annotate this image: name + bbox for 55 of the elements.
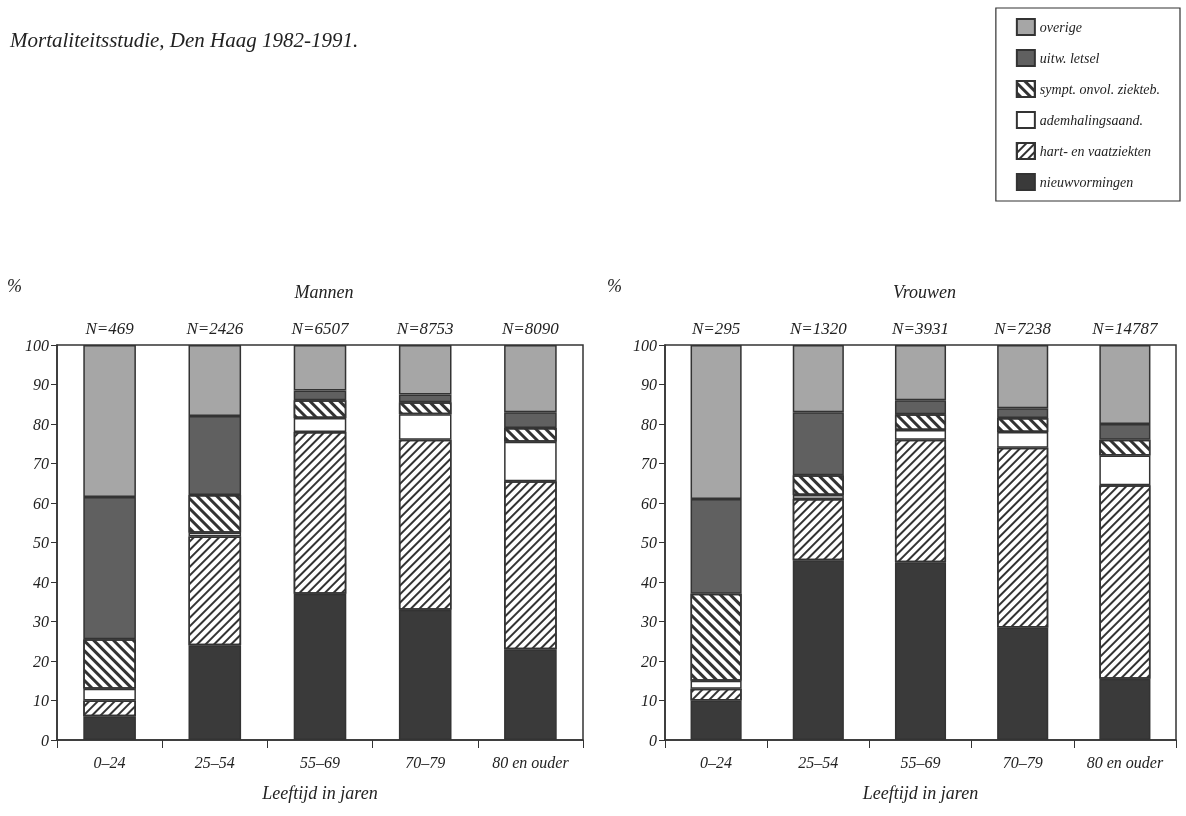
text: Mortaliteitsstudie, Den Haag 1982-1991.	[10, 28, 359, 53]
annotation: N=2426	[185, 319, 244, 338]
annotation: N=469	[84, 319, 135, 338]
x-tick-label: 70–79	[1002, 753, 1043, 771]
legend-label: ademhalingsaand.	[1039, 112, 1143, 128]
annotation: N=14787	[1091, 319, 1160, 338]
y-tick-label: 90	[33, 376, 49, 393]
x-tick-label: 25–54	[194, 753, 235, 771]
y-tick-label: 70	[33, 455, 49, 472]
annotation: N=3931	[891, 319, 949, 338]
y-tick-label: 60	[33, 494, 49, 512]
y-tick-label: 50	[641, 534, 657, 551]
y-tick-label: 30	[32, 613, 49, 630]
y-tick-label: 40	[641, 573, 657, 591]
annotation: N=1320	[788, 319, 848, 338]
y-tick-label: 100	[633, 336, 657, 354]
y-tick-label: 70	[641, 455, 657, 472]
y-tick-label: 40	[33, 573, 49, 591]
annotation: N=295	[690, 319, 741, 338]
annotation: N=8753	[395, 319, 454, 338]
legend-label: hart- en vaatziekten	[1039, 143, 1152, 159]
y-axis-title: %	[607, 276, 622, 296]
x-axis-title: Leeftijd in jaren	[261, 783, 378, 803]
y-tick-label: 0	[41, 731, 49, 749]
legend-label: overige	[1039, 19, 1082, 35]
annotation: N=7238	[993, 319, 1052, 338]
y-tick-label: 60	[641, 494, 657, 512]
y-tick-label: 10	[641, 692, 657, 709]
y-tick-label: 80	[33, 415, 49, 433]
y-axis-title: %	[7, 276, 22, 296]
legend-label: uitw. letsel	[1039, 50, 1100, 66]
x-axis-title: Leeftijd in jaren	[861, 783, 979, 803]
y-tick-label: 20	[641, 652, 657, 670]
chart-title: Vrouwen	[893, 282, 956, 302]
x-tick-label: 80 en ouder	[492, 753, 570, 771]
chart-title: Mannen	[293, 282, 354, 302]
x-tick-label: 0–24	[93, 753, 126, 771]
x-tick-label: 70–79	[405, 753, 446, 771]
legend-label: nieuwvormingen	[1039, 174, 1134, 190]
y-tick-label: 20	[33, 652, 49, 670]
y-tick-label: 100	[25, 336, 49, 354]
y-tick-label: 10	[33, 692, 49, 709]
y-tick-label: 80	[641, 415, 657, 433]
y-tick-label: 30	[640, 613, 657, 630]
x-tick-label: 55–69	[900, 753, 941, 771]
x-tick-label: 25–54	[798, 753, 839, 771]
y-tick-label: 90	[641, 376, 657, 393]
x-tick-label: 55–69	[300, 753, 340, 771]
legend-label: sympt. onvol. ziekteb.	[1039, 81, 1161, 97]
y-tick-label: 0	[649, 731, 657, 749]
annotation: N=8090	[500, 319, 560, 338]
x-tick-label: 80 en ouder	[1086, 753, 1164, 771]
y-tick-label: 50	[33, 534, 49, 551]
annotation: N=6507	[290, 319, 350, 338]
x-tick-label: 0–24	[700, 753, 733, 771]
